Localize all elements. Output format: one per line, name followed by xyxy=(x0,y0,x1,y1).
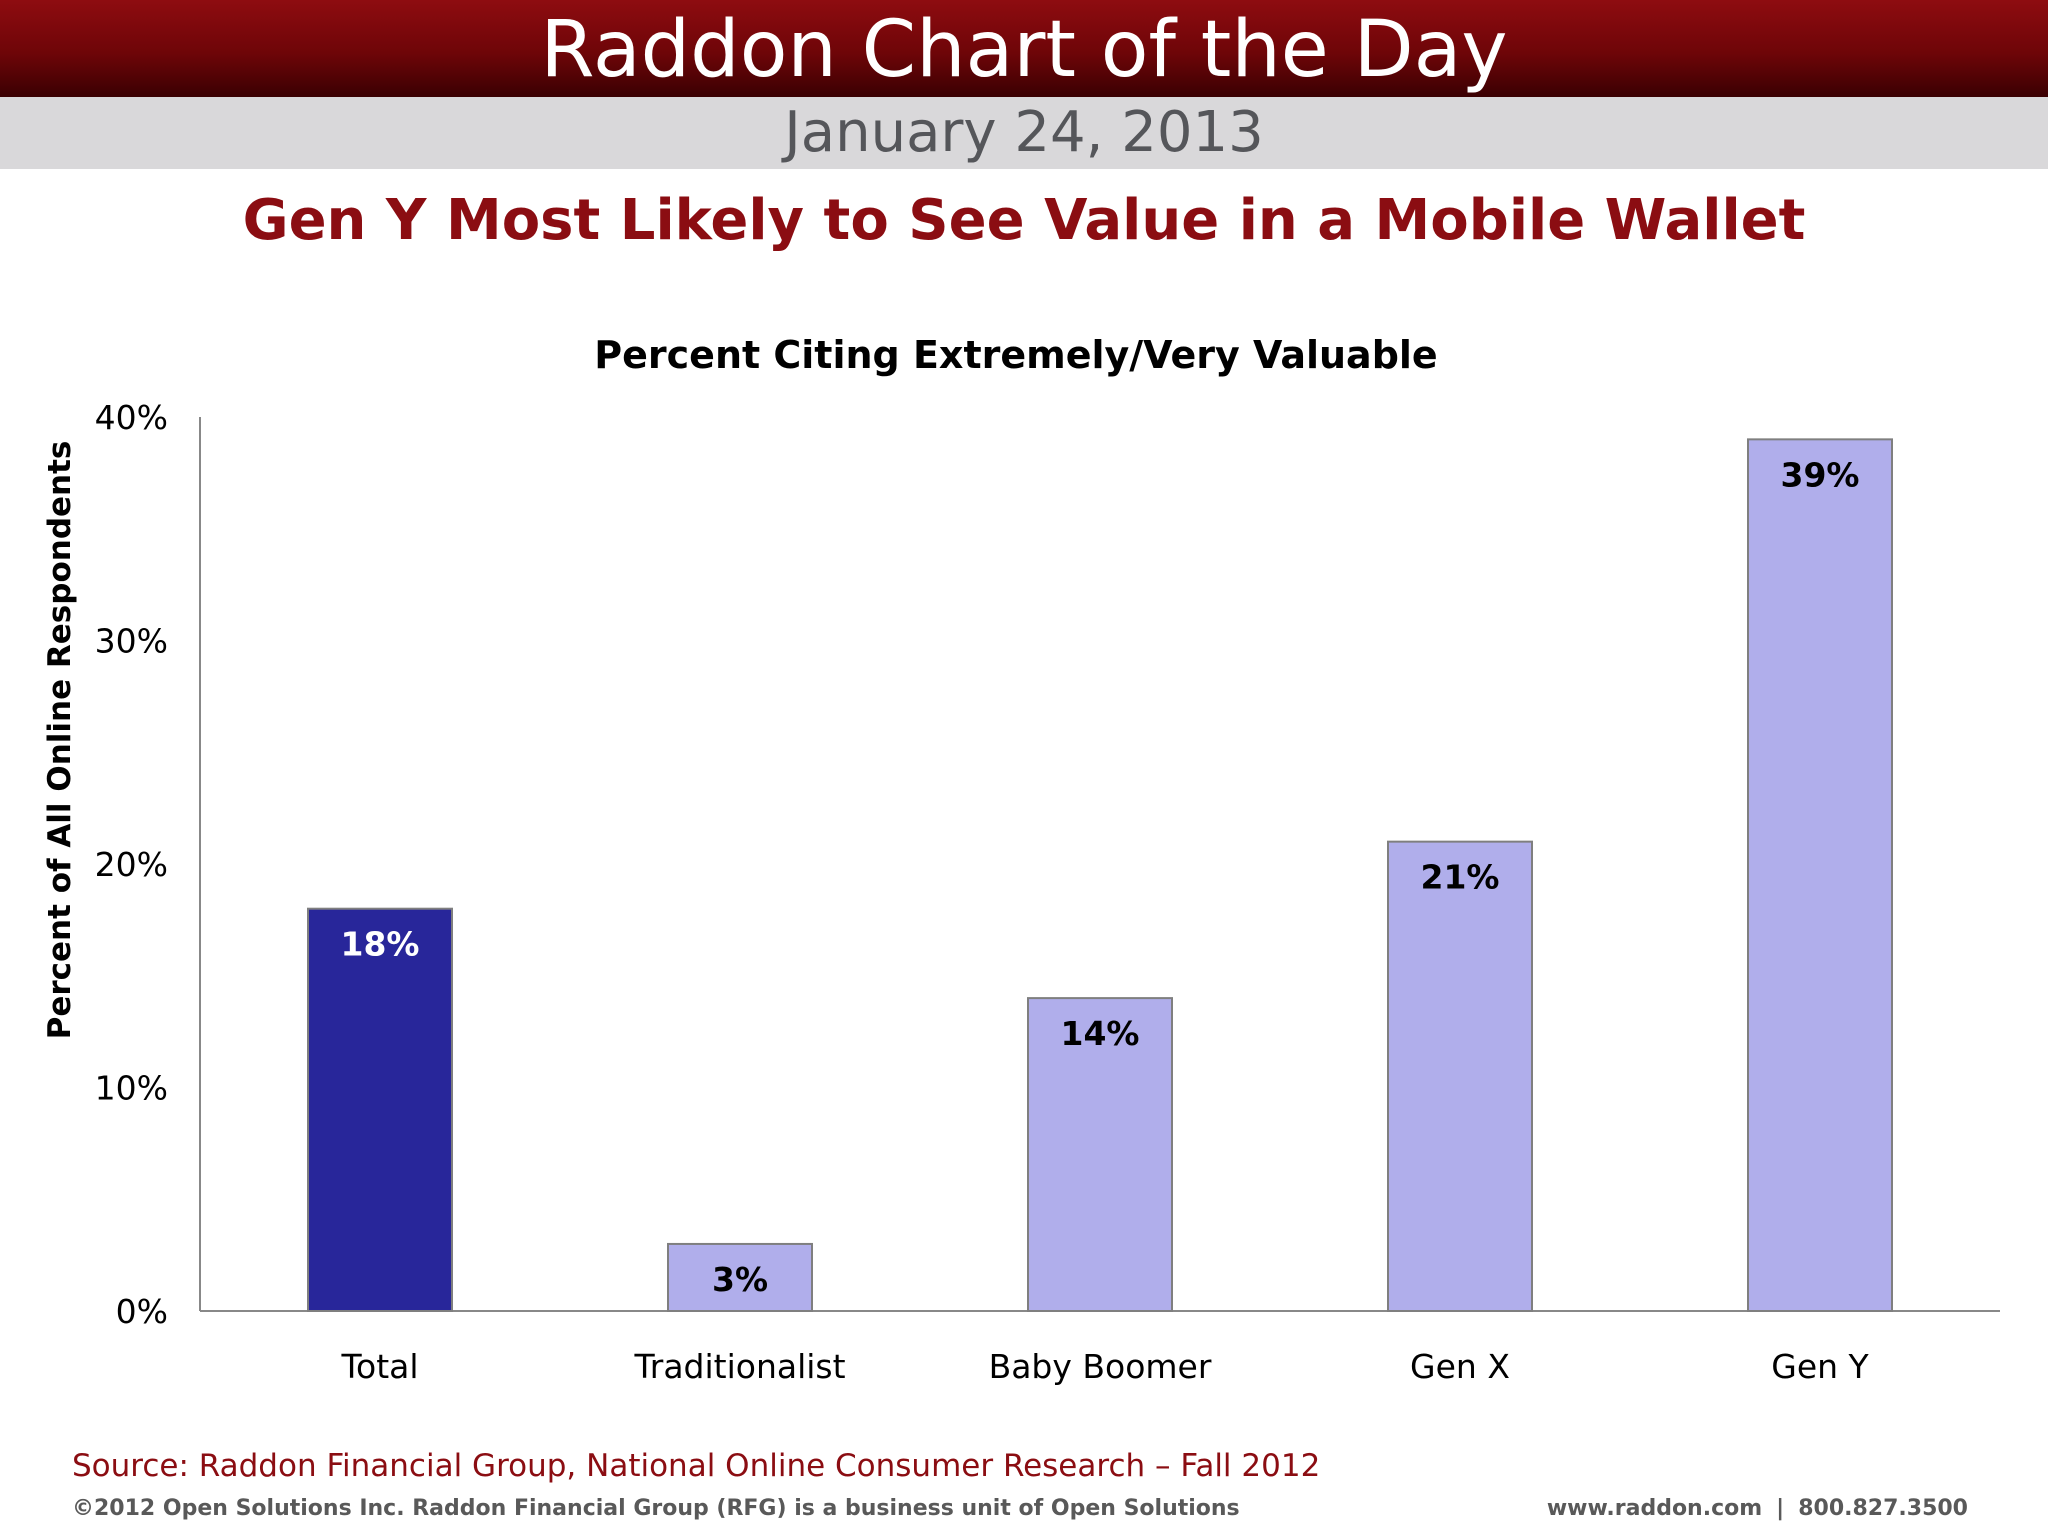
headline: Gen Y Most Likely to See Value in a Mobi… xyxy=(242,188,1806,253)
bar-gen-y xyxy=(1747,438,1893,1313)
title-banner: Raddon Chart of the Day xyxy=(0,0,2048,97)
bar-total xyxy=(307,907,453,1312)
phone-number: 800.827.3500 xyxy=(1798,1496,1968,1521)
data-label: 3% xyxy=(712,1260,768,1299)
website-link[interactable]: www.raddon.com xyxy=(1546,1496,1763,1521)
data-label: 21% xyxy=(1421,858,1500,897)
x-tick-label: Total xyxy=(340,1347,418,1386)
data-label: 39% xyxy=(1781,455,1860,494)
y-tick-label: 40% xyxy=(95,398,168,437)
x-tick-label: Gen X xyxy=(1410,1347,1510,1386)
x-tick-label: Traditionalist xyxy=(633,1347,845,1386)
y-tick-label: 20% xyxy=(95,845,168,884)
data-label: 18% xyxy=(341,925,420,964)
x-tick-label: Gen Y xyxy=(1771,1347,1869,1386)
x-tick-label: Baby Boomer xyxy=(989,1347,1212,1386)
bar-baby-boomer xyxy=(1027,997,1173,1312)
chart-title: Percent Citing Extremely/Very Valuable xyxy=(594,333,1437,377)
bar-traditionalist xyxy=(667,1242,813,1312)
banner-title: Raddon Chart of the Day xyxy=(540,5,1508,95)
date-band: January 24, 2013 xyxy=(0,97,2048,169)
data-label: 14% xyxy=(1061,1014,1140,1053)
y-tick-label: 30% xyxy=(95,622,168,661)
y-tick-label: 10% xyxy=(95,1069,168,1108)
separator: | xyxy=(1776,1496,1785,1521)
copyright-note: ©2012 Open Solutions Inc. Raddon Financi… xyxy=(72,1496,1240,1521)
bar-gen-x xyxy=(1387,840,1533,1313)
y-axis-label: Percent of All Online Respondents xyxy=(42,441,78,1040)
chart-date: January 24, 2013 xyxy=(784,100,1264,165)
y-tick-label: 0% xyxy=(116,1292,168,1331)
source-note: Source: Raddon Financial Group, National… xyxy=(72,1448,1321,1484)
contact-info: www.raddon.com | 800.827.3500 xyxy=(1547,1496,1968,1521)
